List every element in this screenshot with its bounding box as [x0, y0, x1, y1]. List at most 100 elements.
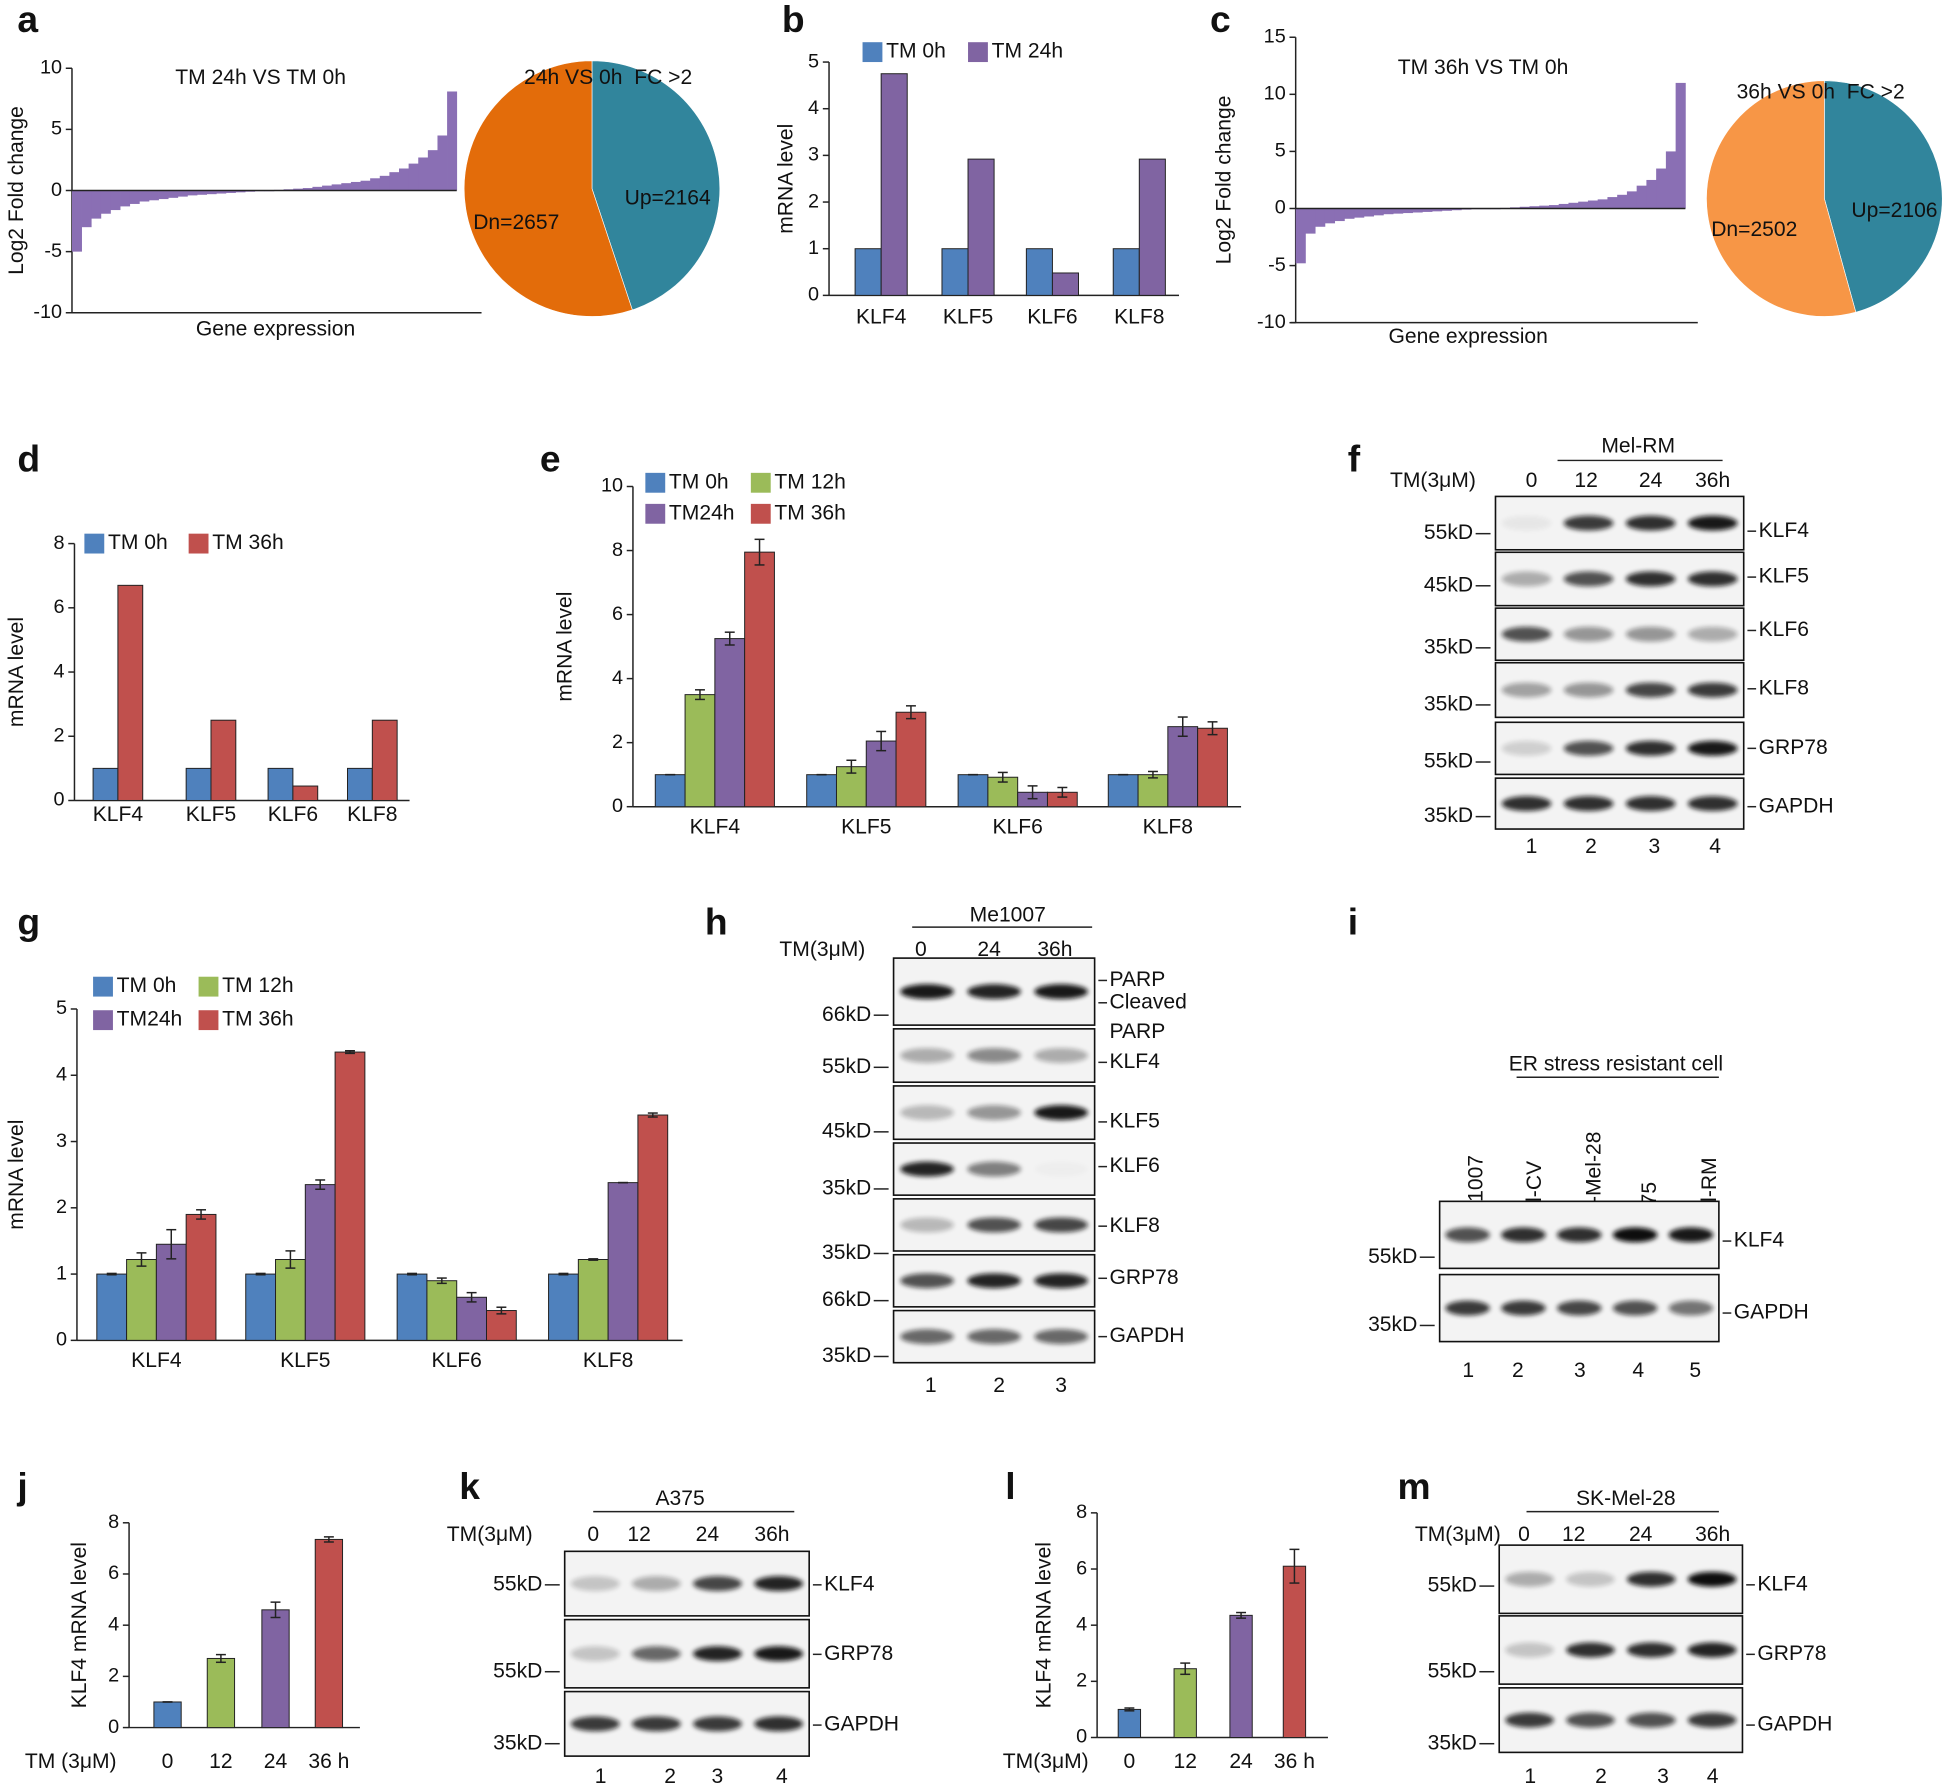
band	[1625, 740, 1676, 756]
lane-number: 2	[1512, 1359, 1524, 1382]
x-tick-label: KLF4	[856, 305, 907, 328]
band	[967, 1217, 1021, 1233]
band	[631, 1576, 681, 1592]
bar	[854, 248, 882, 296]
x-tick-label: 0	[1124, 1750, 1136, 1773]
band	[1566, 1712, 1615, 1728]
slice-label: Up=2164	[625, 186, 711, 209]
bar	[1646, 179, 1657, 209]
x-axis-label: TM (3μM)	[25, 1750, 117, 1773]
legend-label: TM24h	[117, 1008, 183, 1031]
bar	[1383, 208, 1394, 215]
error-bar	[1236, 1611, 1247, 1619]
bar	[331, 184, 342, 191]
band	[1626, 1571, 1676, 1587]
protein-label: KLF4	[1110, 1050, 1161, 1073]
error-bar	[558, 1272, 569, 1276]
lane-label: 0	[915, 938, 927, 961]
bar	[1363, 208, 1374, 217]
blot-title: SK-Mel-28	[1576, 1487, 1676, 1510]
bar	[408, 163, 419, 191]
x-axis-label: TM(3μM)	[1003, 1750, 1089, 1773]
y-tick-label: 4	[808, 97, 819, 119]
band	[900, 1273, 954, 1289]
y-tick-label: 8	[612, 539, 623, 561]
legend-swatch	[93, 976, 113, 997]
legend-swatch	[862, 42, 883, 63]
band	[1505, 1571, 1554, 1587]
bar	[235, 190, 246, 193]
band	[693, 1646, 742, 1662]
x-tick-label: 24	[1229, 1750, 1253, 1773]
band	[967, 984, 1021, 1000]
treatment-label: TM(3μM)	[1415, 1523, 1501, 1546]
band	[1505, 1642, 1554, 1658]
bar	[1051, 272, 1079, 296]
band	[570, 1576, 620, 1592]
bar	[206, 1657, 236, 1729]
x-tick-label: 36 h	[1274, 1750, 1315, 1773]
band	[900, 1105, 954, 1121]
size-marker: 35kD	[1424, 693, 1473, 716]
legend-swatch	[750, 472, 771, 493]
bar	[895, 711, 927, 808]
bar	[312, 186, 323, 191]
band	[754, 1716, 804, 1732]
y-axis-label: mRNA level	[774, 124, 797, 234]
error-bar	[215, 1653, 226, 1664]
bar	[153, 1701, 182, 1729]
lane-label: 24	[696, 1523, 720, 1546]
legend-swatch	[198, 976, 219, 997]
legend-swatch	[84, 533, 105, 554]
protein-label: GAPDH	[824, 1713, 899, 1736]
error-bar	[315, 1179, 326, 1190]
lane-label: 0	[1518, 1523, 1530, 1546]
y-tick-label: 8	[1076, 1501, 1087, 1523]
y-axis-label: KLF4 mRNA level	[1033, 1542, 1056, 1708]
x-axis-label: Gene expression	[196, 318, 355, 341]
error-bar	[106, 1272, 117, 1276]
size-marker: 55kD	[1428, 1574, 1477, 1597]
y-axis-label: mRNA level	[5, 617, 28, 727]
band	[1625, 796, 1676, 812]
bar	[360, 180, 371, 191]
protein-label: KLF4	[1759, 519, 1810, 542]
legend-label: TM 12h	[222, 974, 293, 997]
legend-swatch	[198, 1010, 219, 1031]
lane-label: 36h	[1695, 469, 1730, 492]
panel-label: a	[17, 0, 38, 40]
error-bar	[255, 1272, 266, 1276]
lane-number: 5	[1689, 1359, 1701, 1382]
bar	[1025, 248, 1053, 296]
bar	[1578, 201, 1589, 209]
bar	[1344, 208, 1355, 219]
error-bar	[196, 1209, 207, 1220]
band	[1034, 1048, 1088, 1063]
bar	[206, 190, 217, 195]
bar	[126, 1259, 157, 1341]
band	[1445, 1300, 1490, 1316]
y-tick-label: 0	[53, 789, 64, 811]
bar	[341, 183, 352, 191]
y-axis-label: KLF4 mRNA level	[68, 1542, 91, 1708]
bar	[607, 1182, 639, 1341]
bar	[1107, 774, 1139, 808]
protein-label: GAPDH	[1757, 1713, 1832, 1736]
bar	[1607, 197, 1618, 209]
y-tick-label: 0	[56, 1329, 67, 1351]
band	[1563, 796, 1614, 812]
y-tick-label: 15	[1264, 25, 1286, 47]
y-tick-label: 3	[808, 144, 819, 166]
band	[1501, 626, 1552, 642]
bar	[1675, 82, 1686, 209]
bar	[120, 190, 131, 207]
x-tick-label: KLF5	[841, 815, 891, 838]
bar	[302, 188, 313, 191]
size-marker: 66kD	[822, 1003, 871, 1026]
bar	[1539, 205, 1550, 209]
bar	[1617, 194, 1628, 209]
lane-label: 24	[1639, 469, 1663, 492]
error-bar	[166, 1228, 177, 1260]
size-marker: 55kD	[493, 1572, 542, 1595]
